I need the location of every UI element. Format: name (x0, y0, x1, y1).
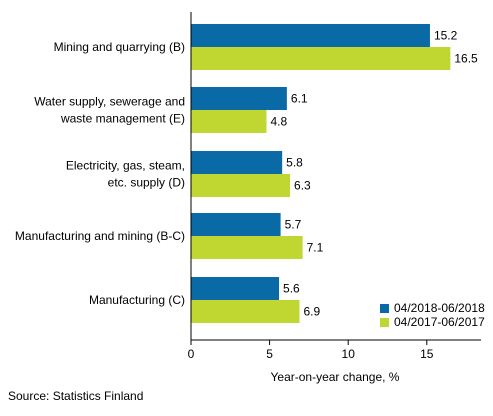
bar (191, 174, 291, 197)
value-label: 15.2 (434, 29, 458, 43)
bar (191, 151, 283, 174)
bar (191, 87, 287, 110)
legend-swatch (380, 318, 389, 327)
x-tick-label: 5 (266, 347, 273, 361)
legend-swatch (380, 304, 389, 313)
bar (191, 47, 451, 70)
bar (191, 110, 267, 133)
bar (191, 277, 280, 300)
category-label: waste management (E) (60, 112, 185, 126)
bar (191, 236, 303, 259)
x-tick-label: 0 (188, 347, 195, 361)
category-label: Manufacturing (C) (89, 293, 185, 307)
value-label: 4.8 (270, 115, 287, 129)
value-label: 5.7 (285, 218, 302, 232)
value-label: 16.5 (454, 52, 478, 66)
category-label: etc. supply (D) (108, 176, 185, 190)
bar (191, 24, 430, 47)
value-label: 6.9 (303, 305, 320, 319)
value-label: 7.1 (307, 241, 324, 255)
value-label: 6.3 (294, 179, 311, 193)
legend-label: 04/2017-06/2017 (394, 315, 485, 329)
category-label: Electricity, gas, steam, (66, 159, 185, 173)
value-label: 6.1 (291, 92, 308, 106)
category-label: Manufacturing and mining (B-C) (15, 229, 185, 243)
bar (191, 300, 300, 323)
category-label: Water supply, sewerage and (34, 95, 185, 109)
bar (191, 213, 281, 236)
x-tick-label: 10 (342, 347, 356, 361)
category-label: Mining and quarrying (B) (54, 40, 185, 54)
x-tick-label: 15 (420, 347, 434, 361)
source-note: Source: Statistics Finland (8, 389, 144, 403)
value-label: 5.8 (286, 156, 303, 170)
value-label: 5.6 (283, 282, 300, 296)
legend-label: 04/2018-06/2018 (394, 301, 485, 315)
x-axis-title: Year-on-year change, % (271, 370, 400, 384)
